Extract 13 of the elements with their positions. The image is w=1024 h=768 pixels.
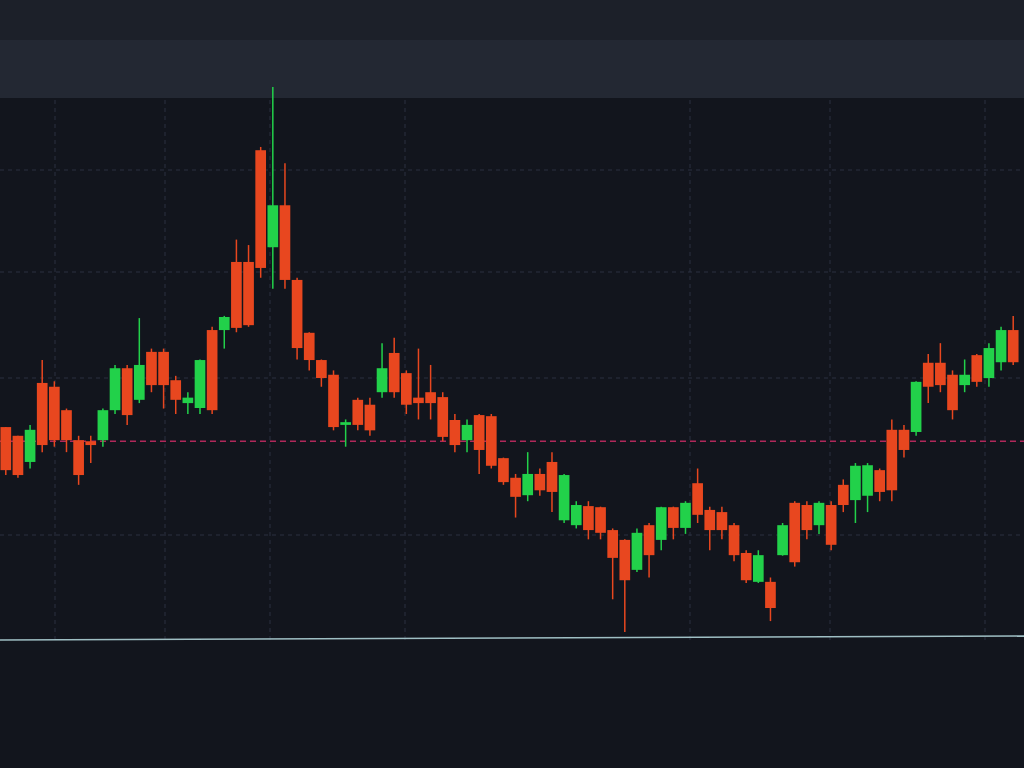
candlestick	[522, 451, 534, 502]
candlestick	[534, 467, 546, 497]
candlestick	[218, 315, 230, 350]
candlestick	[376, 342, 388, 399]
candlestick	[570, 500, 582, 530]
candlestick	[461, 418, 473, 453]
candlestick	[837, 478, 849, 513]
candlestick	[716, 505, 728, 541]
candlestick	[668, 505, 679, 541]
candlestick	[813, 500, 825, 535]
candlestick	[959, 358, 970, 393]
candlestick	[340, 418, 351, 448]
candlestick	[898, 424, 910, 459]
